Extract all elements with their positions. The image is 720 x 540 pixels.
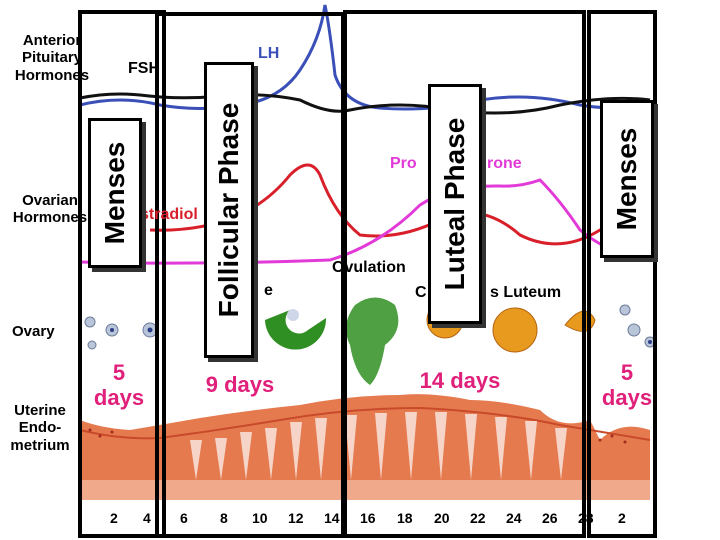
frame-luteal bbox=[343, 10, 586, 538]
frame-left-menses bbox=[78, 10, 166, 538]
day-tick: 4 bbox=[143, 510, 151, 526]
lh-label: LH bbox=[258, 45, 280, 62]
day-tick: 6 bbox=[180, 510, 188, 526]
day-tick: 16 bbox=[360, 510, 376, 526]
day-tick: 28 bbox=[578, 510, 594, 526]
day-tick: 14 bbox=[324, 510, 340, 526]
follicular-phase-label: Follicular Phase bbox=[213, 102, 244, 318]
menses-left-box: Menses bbox=[88, 118, 142, 268]
luteal-duration: 14 days bbox=[419, 368, 501, 393]
follicular-duration: 9 days bbox=[205, 372, 275, 397]
corpus-luteum-fragment-2: s Luteum bbox=[490, 284, 562, 301]
lh-curve bbox=[79, 4, 651, 111]
progesterone-label-fragment-1: Pro bbox=[390, 155, 417, 172]
ovarian-hormones-label: Ovarian Hormones bbox=[12, 192, 88, 227]
frame-right-menses bbox=[587, 10, 657, 538]
luteal-phase-label: Luteal Phase bbox=[439, 117, 470, 291]
endometrium-layer bbox=[79, 394, 651, 500]
ovary-label: Ovary bbox=[12, 323, 55, 340]
menses-left-duration: 5 days bbox=[88, 360, 150, 411]
anterior-pituitary-label: Anterior Pituitary Hormones bbox=[14, 32, 90, 84]
day-tick: 12 bbox=[288, 510, 304, 526]
ovulation-label-fragment: Ovulation bbox=[332, 259, 406, 276]
menses-right-label: Menses bbox=[611, 127, 642, 231]
uterine-endometrium-label: Uterine Endo-metrium bbox=[10, 402, 70, 454]
day-tick: 2 bbox=[618, 510, 626, 526]
menses-right-duration-unit: days bbox=[601, 385, 653, 411]
day-tick: 22 bbox=[470, 510, 486, 526]
day-tick: 26 bbox=[542, 510, 558, 526]
menses-left-duration-unit: days bbox=[93, 385, 145, 411]
menses-left-label: Menses bbox=[99, 141, 130, 245]
progesterone-label-fragment-2: rone bbox=[487, 155, 522, 172]
corpus-luteum-fragment-1: C bbox=[415, 284, 427, 301]
menses-right-box: Menses bbox=[600, 100, 654, 258]
day-tick: 20 bbox=[434, 510, 450, 526]
ovary-illustrations bbox=[84, 297, 656, 385]
day-tick: 8 bbox=[220, 510, 228, 526]
day-tick: 2 bbox=[110, 510, 118, 526]
menses-left-duration-number: 5 bbox=[112, 360, 126, 385]
menses-right-duration: 5 days bbox=[595, 360, 659, 411]
day-tick: 10 bbox=[252, 510, 268, 526]
menses-right-duration-number: 5 bbox=[620, 360, 634, 385]
fsh-label: FSH bbox=[128, 60, 160, 77]
day-tick: 24 bbox=[506, 510, 522, 526]
estradiol-label-fragment: stradiol bbox=[140, 206, 198, 223]
follicle-label-fragment: e bbox=[264, 282, 273, 299]
follicular-phase-box: Follicular Phase bbox=[204, 62, 254, 358]
day-tick: 18 bbox=[397, 510, 413, 526]
luteal-phase-box: Luteal Phase bbox=[428, 84, 482, 324]
